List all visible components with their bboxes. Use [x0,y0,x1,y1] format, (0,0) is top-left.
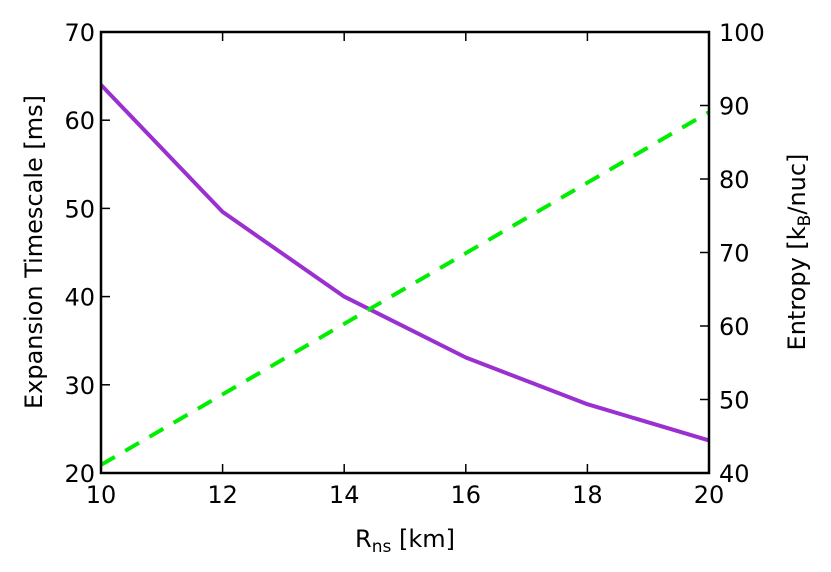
series-entropy [99,110,711,467]
x-tick-label: 12 [207,481,238,509]
x-tick-label: 14 [329,481,360,509]
y-tick-label-left: 70 [64,19,95,47]
y-tick-label-left: 40 [64,284,95,312]
y-tick-label-right: 40 [719,460,750,488]
series-expansion-timescale [99,83,710,443]
y-tick-label-right: 60 [719,313,750,341]
y-tick-label-right: 50 [719,387,750,415]
x-axis-title: Rns [km] [355,525,455,557]
x-tick-label: 20 [694,481,725,509]
x-tick-label: 18 [572,481,603,509]
y-axis-title-right: Entropy [kB/nuc] [783,154,815,351]
y-tick-label-right: 100 [719,19,765,47]
y-tick-label-left: 30 [64,372,95,400]
y-tick-label-left: 20 [64,460,95,488]
series-layer [99,83,711,467]
plot-frame [99,30,711,475]
y-axis-title-left: Expansion Timescale [ms] [20,95,48,409]
y-tick-label-left: 60 [64,107,95,135]
y-tick-label-right: 80 [719,166,750,194]
y-tick-label-left: 50 [64,195,95,223]
ticks-layer: 10 12 14 16 18 20 20 30 40 50 60 70 40 50 60 70 80 90 100 [64,19,764,509]
x-tick-label: 16 [451,481,482,509]
y-tick-label-right: 90 [719,93,750,121]
y-tick-label-right: 70 [719,240,750,268]
x-tick-label: 10 [86,481,117,509]
